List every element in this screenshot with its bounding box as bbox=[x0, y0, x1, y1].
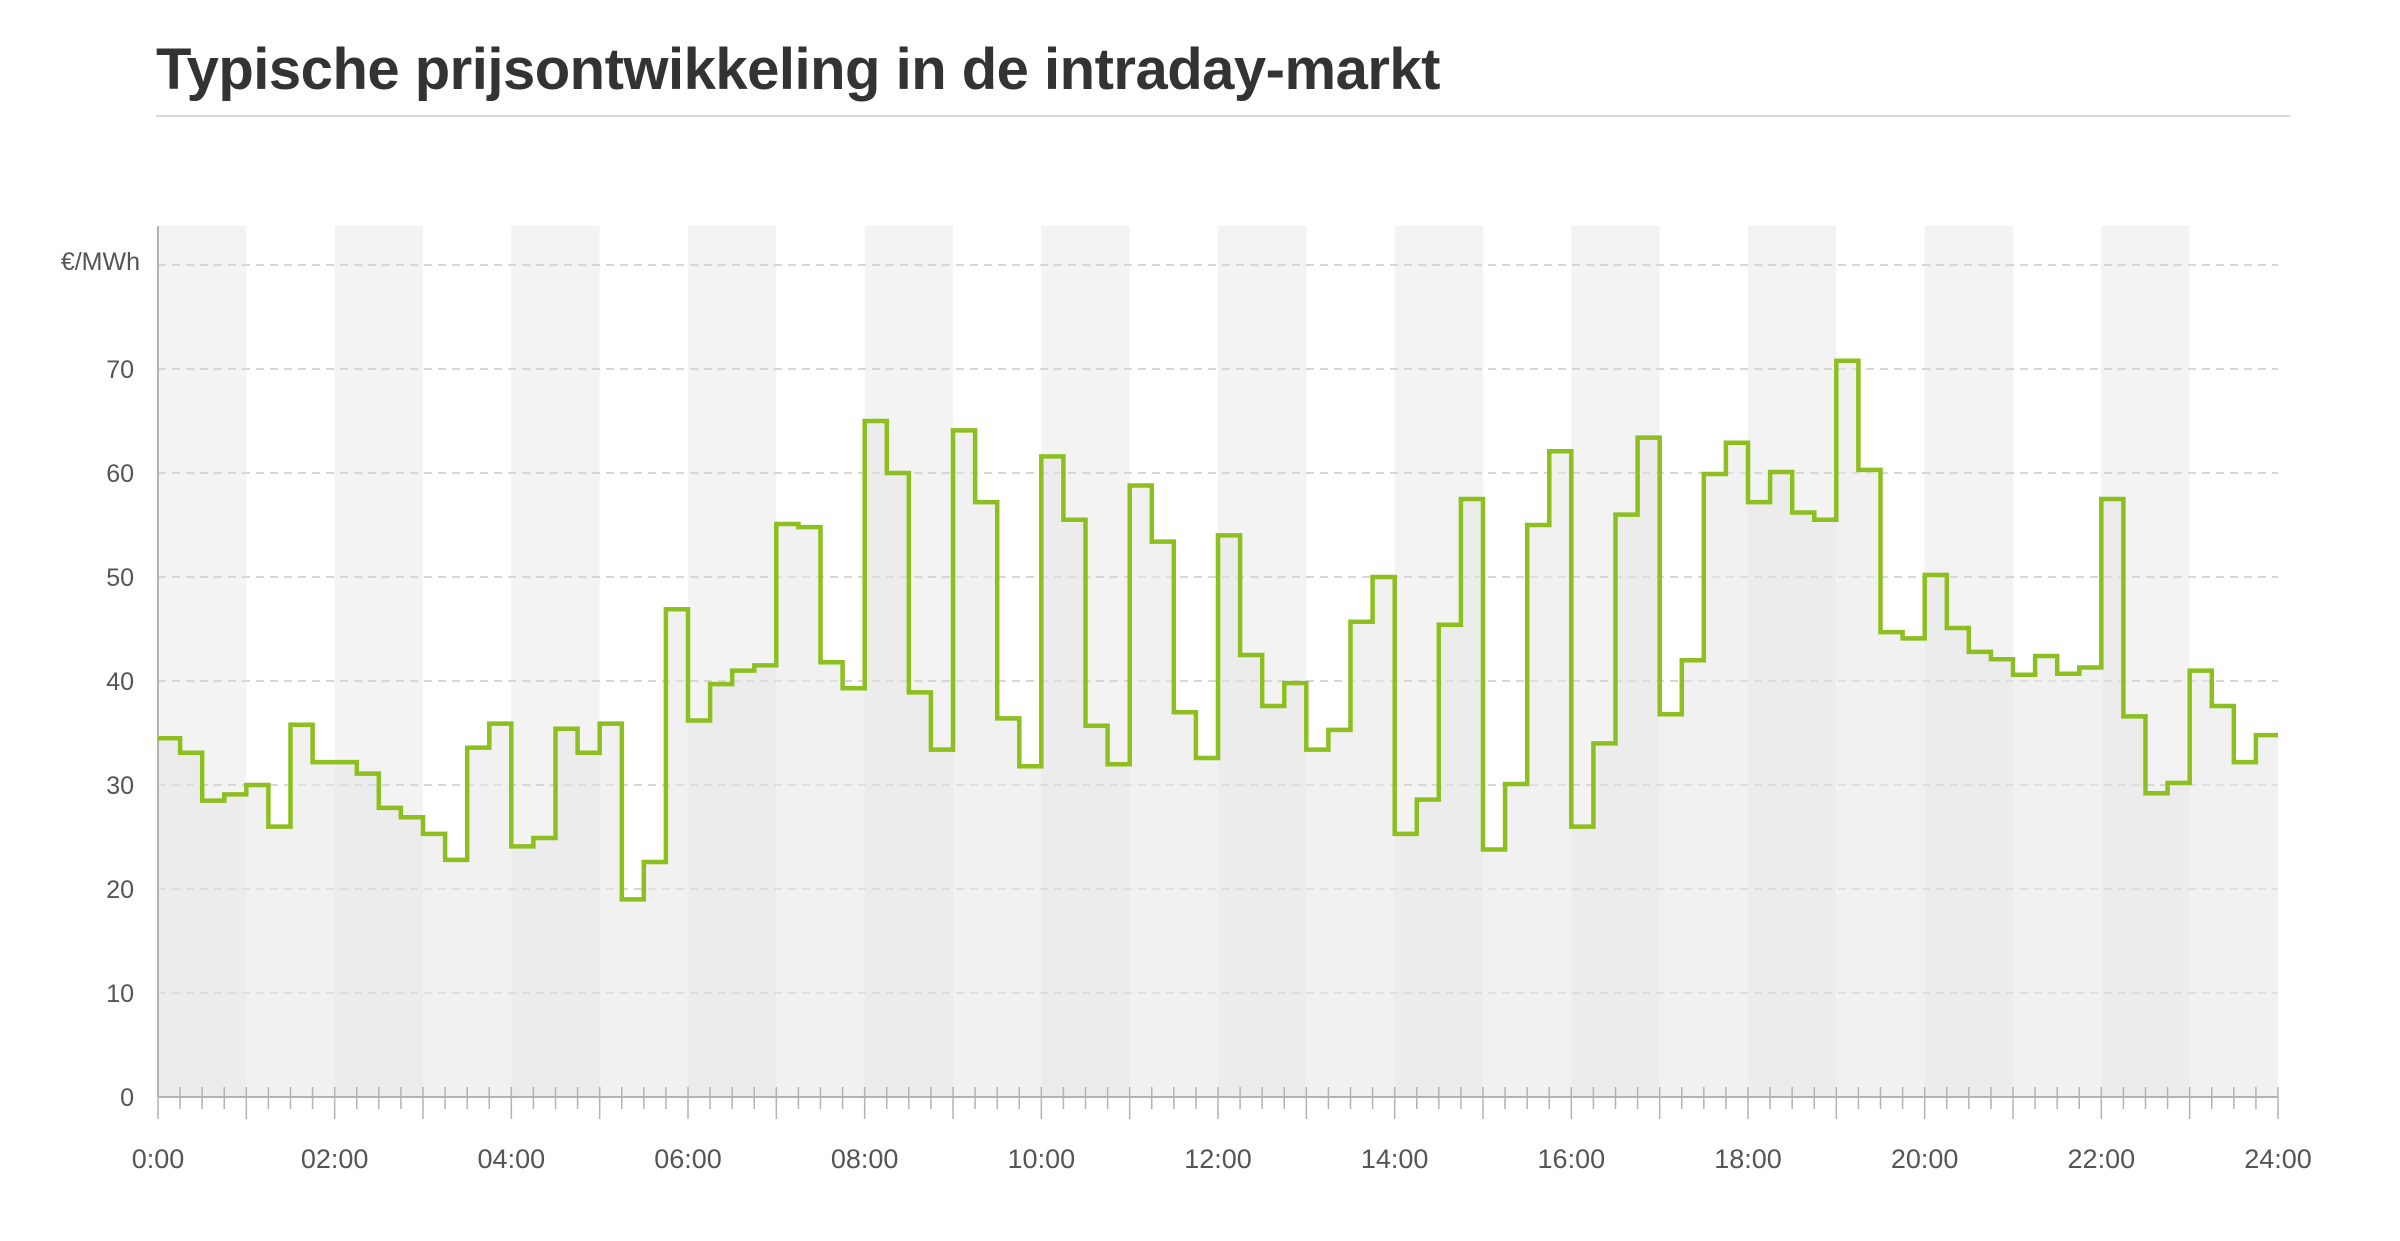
chart-title: Typische prijsontwikkeling in de intrada… bbox=[156, 37, 1440, 102]
x-tick-label: 04:00 bbox=[478, 1144, 546, 1174]
price-step-line bbox=[158, 358, 2278, 902]
x-tick-label: 10:00 bbox=[1008, 1144, 1076, 1174]
y-tick-label: 0 bbox=[120, 1084, 134, 1112]
y-axis-unit-label: €/MWh bbox=[61, 248, 140, 276]
y-tick-label: 50 bbox=[106, 564, 134, 592]
x-tick-labels: 0:00 02:00 04:00 06:00 08:00 10:00 12:00 14:00 1… bbox=[132, 1144, 2312, 1174]
x-tick-label: 22:00 bbox=[2068, 1144, 2136, 1174]
axes bbox=[157, 226, 2279, 1119]
x-tick-label: 06:00 bbox=[654, 1144, 722, 1174]
x-tick-label: 24:00 bbox=[2244, 1144, 2312, 1174]
x-tick-label: 12:00 bbox=[1184, 1144, 1252, 1174]
x-tick-label: 02:00 bbox=[301, 1144, 369, 1174]
title-divider bbox=[156, 115, 2290, 117]
x-tick-label: 14:00 bbox=[1361, 1144, 1429, 1174]
y-tick-label: 10 bbox=[106, 980, 134, 1008]
x-tick-label: 16:00 bbox=[1538, 1144, 1606, 1174]
y-tick-label: 60 bbox=[106, 460, 134, 488]
x-tick-label: 0:00 bbox=[132, 1144, 185, 1174]
y-tick-labels: 0 10 20 30 40 50 60 70 bbox=[106, 356, 134, 1112]
y-tick-label: 40 bbox=[106, 668, 134, 696]
y-tick-label: 20 bbox=[106, 876, 134, 904]
y-tick-label: 30 bbox=[106, 772, 134, 800]
x-tick-label: 08:00 bbox=[831, 1144, 899, 1174]
x-tick-label: 20:00 bbox=[1891, 1144, 1959, 1174]
x-tick-label: 18:00 bbox=[1714, 1144, 1782, 1174]
y-tick-label: 70 bbox=[106, 356, 134, 384]
